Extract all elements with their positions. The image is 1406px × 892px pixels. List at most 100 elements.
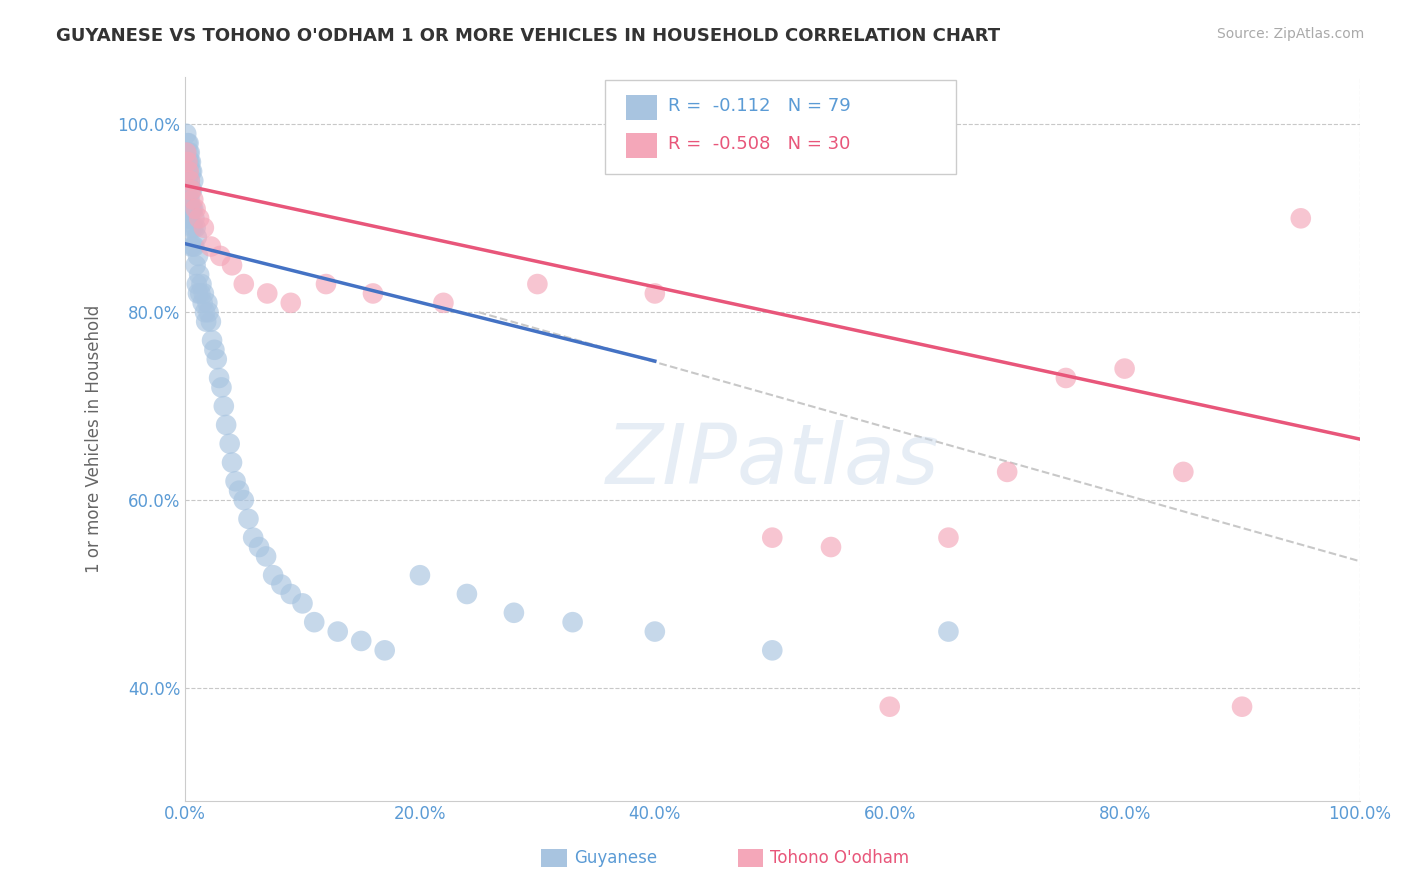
Point: [181, 239, 204, 253]
Point: [202, 343, 225, 357]
Point: [315, 277, 337, 291]
Point: [193, 286, 215, 301]
Point: [644, 624, 666, 639]
Point: [177, 193, 200, 207]
Point: [179, 193, 201, 207]
Point: [179, 174, 201, 188]
Point: [177, 164, 200, 178]
Point: [176, 155, 198, 169]
Point: [644, 286, 666, 301]
Text: ZIPatlas: ZIPatlas: [606, 420, 939, 501]
Point: [256, 286, 278, 301]
Point: [177, 211, 200, 226]
Point: [180, 164, 202, 178]
Point: [280, 587, 302, 601]
Point: [184, 220, 207, 235]
Point: [197, 305, 219, 319]
Point: [179, 174, 201, 188]
Point: [174, 145, 197, 160]
Point: [432, 296, 454, 310]
Point: [181, 220, 204, 235]
Y-axis label: 1 or more Vehicles in Household: 1 or more Vehicles in Household: [86, 305, 103, 574]
Point: [177, 145, 200, 160]
Point: [291, 596, 314, 610]
Point: [201, 334, 224, 348]
Point: [174, 127, 197, 141]
Point: [176, 174, 198, 188]
Point: [177, 164, 200, 178]
Point: [228, 483, 250, 498]
Point: [225, 475, 247, 489]
Point: [188, 286, 211, 301]
Point: [190, 277, 212, 291]
Point: [179, 155, 201, 169]
Point: [209, 249, 232, 263]
Point: [350, 634, 373, 648]
Text: Guyanese: Guyanese: [574, 849, 657, 867]
Point: [186, 277, 208, 291]
Point: [194, 305, 217, 319]
Point: [561, 615, 583, 630]
Point: [193, 220, 215, 235]
Point: [183, 239, 205, 253]
Text: R =  -0.508   N = 30: R = -0.508 N = 30: [668, 135, 851, 153]
Point: [820, 540, 842, 554]
Point: [1054, 371, 1077, 385]
Point: [242, 531, 264, 545]
Point: [503, 606, 526, 620]
Point: [205, 352, 228, 367]
Point: [409, 568, 432, 582]
Point: [1173, 465, 1195, 479]
Point: [174, 145, 197, 160]
Point: [1114, 361, 1136, 376]
Point: [183, 211, 205, 226]
Point: [177, 136, 200, 151]
Point: [181, 193, 204, 207]
Text: GUYANESE VS TOHONO O'ODHAM 1 OR MORE VEHICLES IN HOUSEHOLD CORRELATION CHART: GUYANESE VS TOHONO O'ODHAM 1 OR MORE VEH…: [56, 27, 1000, 45]
Point: [180, 220, 202, 235]
Point: [177, 155, 200, 169]
Point: [195, 315, 218, 329]
Point: [187, 249, 209, 263]
Point: [179, 145, 201, 160]
Point: [374, 643, 396, 657]
Point: [215, 417, 238, 432]
Text: Tohono O'odham: Tohono O'odham: [770, 849, 910, 867]
Point: [187, 286, 209, 301]
Point: [361, 286, 384, 301]
Point: [179, 211, 201, 226]
Point: [212, 399, 235, 413]
Point: [200, 315, 222, 329]
Point: [181, 174, 204, 188]
Point: [191, 296, 214, 310]
Point: [326, 624, 349, 639]
Point: [247, 540, 270, 554]
Point: [232, 493, 254, 508]
Point: [761, 643, 783, 657]
Text: R =  -0.112   N = 79: R = -0.112 N = 79: [668, 97, 851, 115]
Point: [938, 624, 960, 639]
Point: [221, 456, 243, 470]
Point: [181, 164, 204, 178]
Point: [180, 183, 202, 197]
Point: [218, 436, 240, 450]
Point: [238, 512, 260, 526]
Point: [188, 268, 211, 282]
Point: [186, 230, 208, 244]
Point: [280, 296, 302, 310]
Point: [995, 465, 1018, 479]
Point: [270, 577, 292, 591]
Point: [254, 549, 277, 564]
Point: [208, 371, 231, 385]
Point: [302, 615, 325, 630]
Text: Source: ZipAtlas.com: Source: ZipAtlas.com: [1216, 27, 1364, 41]
Point: [184, 202, 207, 216]
Point: [180, 155, 202, 169]
Point: [262, 568, 284, 582]
Point: [176, 136, 198, 151]
Point: [181, 202, 204, 216]
Point: [176, 164, 198, 178]
Point: [879, 699, 901, 714]
Point: [184, 258, 207, 272]
Point: [761, 531, 783, 545]
